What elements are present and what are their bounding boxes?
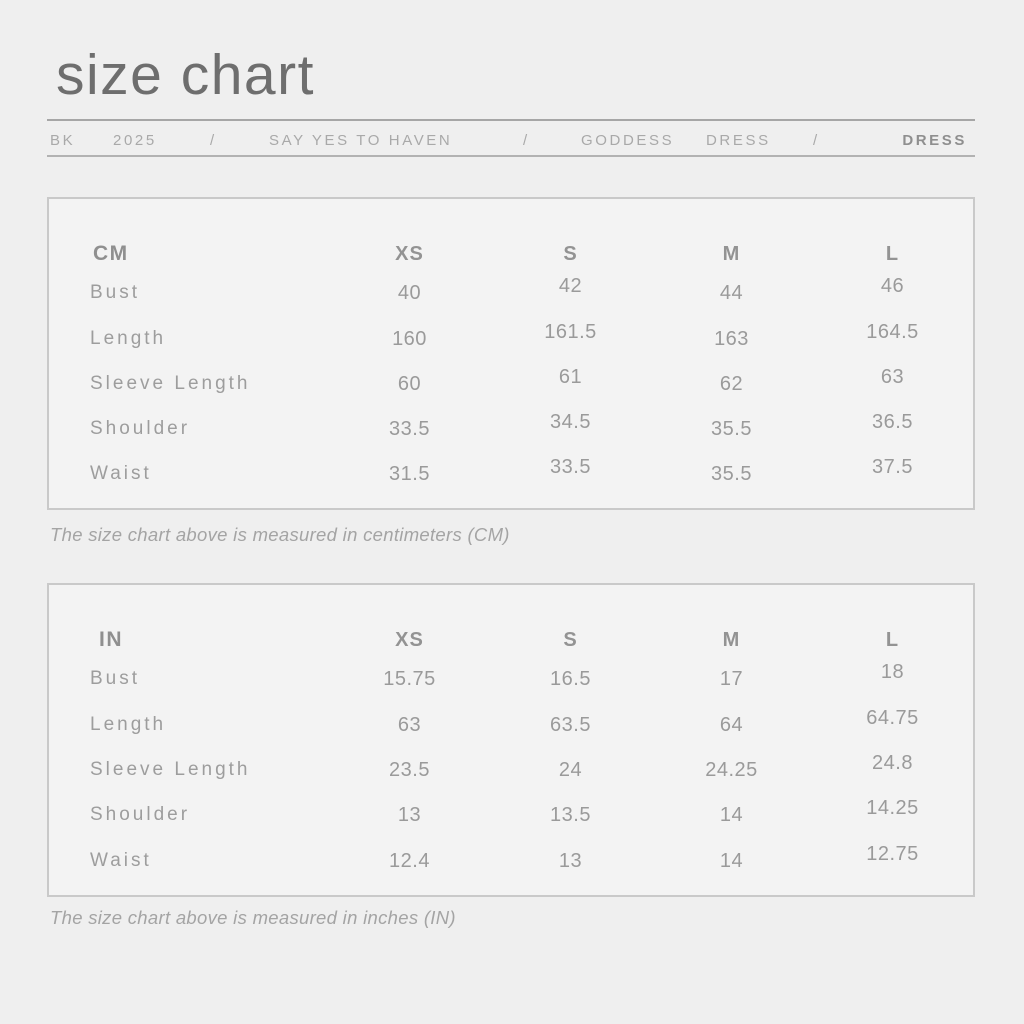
size-value: 63 bbox=[880, 366, 905, 388]
row-label: Bust bbox=[90, 668, 141, 689]
size-value: 34.5 bbox=[550, 411, 591, 433]
breadcrumb: BK 2025 / SAY YES TO HAVEN / GODDESS DRE… bbox=[47, 130, 975, 154]
size-value: 14 bbox=[719, 804, 744, 826]
row-label: Shoulder bbox=[90, 804, 191, 825]
size-value: 44 bbox=[719, 282, 744, 304]
breadcrumb-item-collection: SAY YES TO HAVEN bbox=[269, 132, 453, 149]
size-value: 14 bbox=[719, 850, 744, 872]
table-row-bust: Bust 15.75 16.5 17 18 bbox=[49, 661, 973, 692]
size-value: 63.5 bbox=[550, 714, 591, 736]
size-value: 24.25 bbox=[705, 759, 758, 781]
size-value: 62 bbox=[719, 373, 744, 395]
row-label: Sleeve Length bbox=[90, 759, 251, 780]
size-value: 18 bbox=[880, 661, 905, 683]
table-row-length: Length 63 63.5 64 64.75 bbox=[49, 707, 973, 738]
divider-line-bottom bbox=[47, 155, 975, 157]
table-caption-in: The size chart above is measured in inch… bbox=[50, 907, 456, 928]
divider-line-top bbox=[47, 119, 975, 121]
table-header-row: CM XS S M L bbox=[49, 241, 973, 267]
col-header-xs: XS bbox=[395, 629, 424, 651]
size-value: 16.5 bbox=[550, 668, 591, 690]
size-table-in: IN XS S M L Bust 15.75 16.5 17 18 Length… bbox=[47, 583, 975, 897]
size-value: 33.5 bbox=[550, 456, 591, 478]
row-label: Waist bbox=[90, 463, 152, 484]
table-row-sleeve-length: Sleeve Length 23.5 24 24.25 24.8 bbox=[49, 752, 973, 783]
size-value: 163 bbox=[714, 328, 749, 350]
breadcrumb-item-product-2: DRESS bbox=[706, 132, 771, 149]
size-value: 17 bbox=[719, 668, 744, 690]
size-value: 37.5 bbox=[872, 456, 913, 478]
size-value: 164.5 bbox=[866, 321, 919, 343]
size-value: 40 bbox=[397, 282, 422, 304]
row-label: Length bbox=[90, 328, 167, 349]
size-value: 13 bbox=[558, 850, 583, 872]
breadcrumb-item-year: 2025 bbox=[113, 132, 157, 149]
size-value: 35.5 bbox=[711, 463, 752, 485]
table-row-waist: Waist 31.5 33.5 35.5 37.5 bbox=[49, 456, 973, 487]
col-header-l: L bbox=[885, 629, 900, 651]
size-value: 24 bbox=[558, 759, 583, 781]
size-value: 61 bbox=[558, 366, 583, 388]
col-header-m: M bbox=[722, 629, 741, 651]
size-value: 23.5 bbox=[389, 759, 430, 781]
row-label: Waist bbox=[90, 850, 152, 871]
size-value: 31.5 bbox=[389, 463, 430, 485]
size-table-cm: CM XS S M L Bust 40 42 44 46 Length 160 … bbox=[47, 197, 975, 510]
size-value: 64.75 bbox=[866, 707, 919, 729]
size-value: 14.25 bbox=[866, 797, 919, 819]
size-value: 35.5 bbox=[711, 418, 752, 440]
breadcrumb-separator-3: / bbox=[813, 132, 820, 149]
table-row-waist: Waist 12.4 13 14 12.75 bbox=[49, 843, 973, 874]
row-label: Bust bbox=[90, 282, 141, 303]
size-value: 15.75 bbox=[383, 668, 436, 690]
row-label: Sleeve Length bbox=[90, 373, 251, 394]
size-value: 161.5 bbox=[544, 321, 597, 343]
breadcrumb-item-bk: BK bbox=[50, 132, 76, 149]
unit-label-cm: CM bbox=[93, 242, 129, 265]
size-value: 12.75 bbox=[866, 843, 919, 865]
col-header-s: S bbox=[563, 243, 578, 265]
breadcrumb-separator-2: / bbox=[523, 132, 530, 149]
breadcrumb-separator-1: / bbox=[210, 132, 217, 149]
table-header-row: IN XS S M L bbox=[49, 627, 973, 653]
table-caption-cm: The size chart above is measured in cent… bbox=[50, 524, 510, 545]
col-header-s: S bbox=[563, 629, 578, 651]
unit-label-in: IN bbox=[99, 628, 123, 651]
breadcrumb-item-product-1: GODDESS bbox=[581, 132, 675, 149]
row-label: Shoulder bbox=[90, 418, 191, 439]
table-row-shoulder: Shoulder 33.5 34.5 35.5 36.5 bbox=[49, 411, 973, 442]
col-header-xs: XS bbox=[395, 243, 424, 265]
size-value: 63 bbox=[397, 714, 422, 736]
table-row-shoulder: Shoulder 13 13.5 14 14.25 bbox=[49, 797, 973, 828]
size-value: 60 bbox=[397, 373, 422, 395]
size-value: 46 bbox=[880, 275, 905, 297]
size-value: 64 bbox=[719, 714, 744, 736]
size-value: 160 bbox=[392, 328, 427, 350]
table-row-bust: Bust 40 42 44 46 bbox=[49, 275, 973, 306]
size-value: 42 bbox=[558, 275, 583, 297]
breadcrumb-item-category: DRESS bbox=[902, 132, 967, 149]
size-value: 13 bbox=[397, 804, 422, 826]
size-value: 24.8 bbox=[872, 752, 913, 774]
size-value: 13.5 bbox=[550, 804, 591, 826]
size-value: 33.5 bbox=[389, 418, 430, 440]
row-label: Length bbox=[90, 714, 167, 735]
size-value: 36.5 bbox=[872, 411, 913, 433]
page-title: size chart bbox=[56, 43, 315, 107]
table-row-length: Length 160 161.5 163 164.5 bbox=[49, 321, 973, 352]
size-value: 12.4 bbox=[389, 850, 430, 872]
col-header-l: L bbox=[885, 243, 900, 265]
table-row-sleeve-length: Sleeve Length 60 61 62 63 bbox=[49, 366, 973, 397]
col-header-m: M bbox=[722, 243, 741, 265]
